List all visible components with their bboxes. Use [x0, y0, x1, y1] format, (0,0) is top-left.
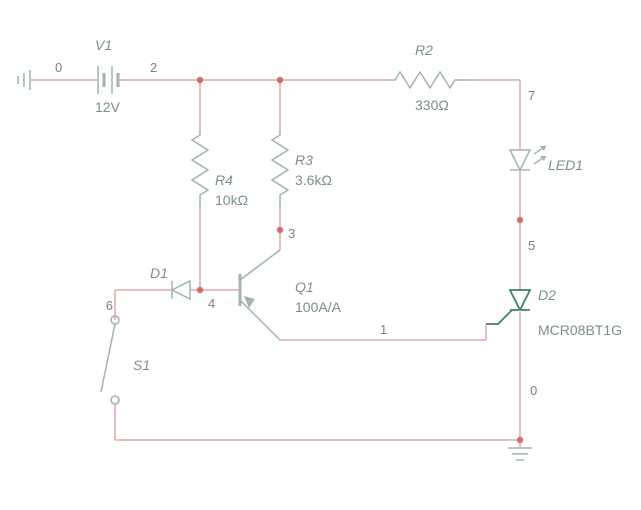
svg-text:330Ω: 330Ω — [415, 97, 449, 113]
svg-text:0: 0 — [55, 60, 62, 75]
svg-text:3.6kΩ: 3.6kΩ — [295, 172, 332, 188]
svg-text:R4: R4 — [215, 172, 233, 188]
svg-text:100A/A: 100A/A — [295, 299, 342, 315]
svg-text:4: 4 — [208, 296, 215, 311]
svg-text:S1: S1 — [133, 357, 150, 373]
svg-text:5: 5 — [528, 238, 535, 253]
svg-text:12V: 12V — [95, 99, 121, 115]
svg-text:Q1: Q1 — [295, 279, 314, 295]
svg-text:10kΩ: 10kΩ — [215, 192, 248, 208]
svg-text:MCR08BT1G: MCR08BT1G — [538, 322, 622, 338]
svg-text:V1: V1 — [95, 37, 112, 53]
svg-text:R3: R3 — [295, 152, 313, 168]
svg-text:2: 2 — [150, 60, 157, 75]
svg-text:0: 0 — [530, 383, 537, 398]
svg-text:LED1: LED1 — [548, 157, 583, 173]
circuit-schematic: 0 2 7 5 3 4 6 1 0 V1 12V R2 330Ω R3 3.6kΩ R4 10kΩ D1 Q1 100… — [0, 0, 641, 510]
svg-text:R2: R2 — [415, 42, 433, 58]
svg-text:3: 3 — [288, 226, 295, 241]
svg-text:7: 7 — [528, 88, 535, 103]
svg-text:6: 6 — [106, 298, 113, 313]
svg-text:D1: D1 — [150, 265, 168, 281]
svg-text:D2: D2 — [538, 287, 556, 303]
svg-text:1: 1 — [380, 322, 387, 337]
